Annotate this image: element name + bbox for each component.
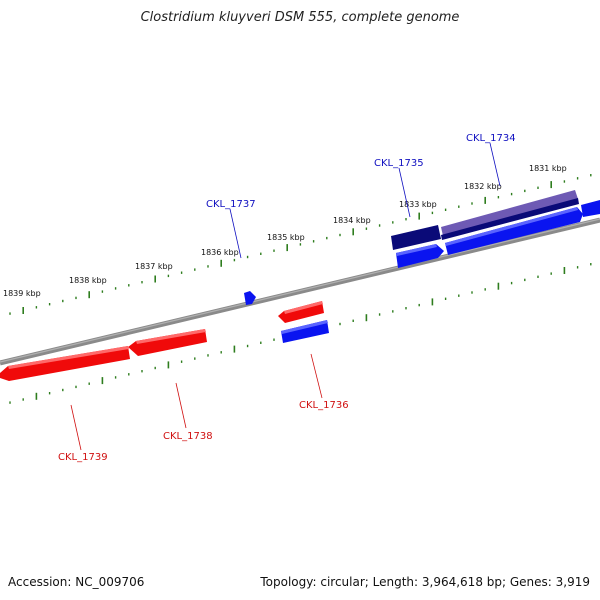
gene-CKL_1734-feature-lower[interactable] [445,207,583,255]
gene-labels: CKL_1734 CKL_1735 CKL_1737 CKL_1736 CKL_… [58,133,516,463]
leader-CKL_1738 [175,382,187,429]
leader-CKL_1734 [489,142,501,187]
kbp-label-1838: 1838 kbp [69,276,107,285]
page-title: Clostridium kluyveri DSM 555, complete g… [140,10,460,25]
forward-genes [244,190,600,343]
gene-CKL_1735-feature-upper[interactable] [391,225,441,250]
gene-CKL_1736-feature-upper[interactable] [278,301,324,323]
genome-backbone [0,217,600,366]
kbp-label-1835: 1835 kbp [267,233,305,242]
kbp-label-1839: 1839 kbp [3,289,41,298]
leader-CKL_1736 [310,353,323,399]
gene-right-edge-feature[interactable] [581,200,600,217]
gene-CKL_1738-feature[interactable] [128,329,207,356]
reverse-genes [0,301,324,381]
gene-label-CKL_1739[interactable]: CKL_1739 [58,452,108,463]
leader-CKL_1739 [70,404,82,451]
gene-CKL_1735-feature-lower[interactable] [396,244,444,268]
gene-CKL_1736-feature-lower[interactable] [281,320,329,343]
leader-CKL_1735 [398,167,411,218]
kbp-label-1837: 1837 kbp [135,262,173,271]
gene-CKL_1734-feature-upper[interactable] [441,190,579,240]
gene-CKL_1737-feature[interactable] [244,291,256,305]
gene-label-CKL_1734[interactable]: CKL_1734 [466,133,516,144]
gene-label-CKL_1736[interactable]: CKL_1736 [299,400,349,411]
upper-tick-track [9,174,592,315]
kbp-label-1833: 1833 kbp [399,200,437,209]
kbp-label-1834: 1834 kbp [333,216,371,225]
kbp-label-1832: 1832 kbp [464,182,502,191]
gene-label-CKL_1735[interactable]: CKL_1735 [374,158,424,169]
accession-label: Accession: NC_009706 [8,575,145,589]
gene-label-CKL_1738[interactable]: CKL_1738 [163,431,213,442]
gene-CKL_1739-feature[interactable] [0,346,130,381]
tick-tracks [9,174,592,404]
kbp-label-1836: 1836 kbp [201,248,239,257]
label-leader-lines [70,142,501,451]
kbp-labels: 1831 kbp 1832 kbp 1833 kbp 1834 kbp 1835… [3,164,567,298]
topology-label: Topology: circular; Length: 3,964,618 bp… [260,575,590,589]
leader-CKL_1737 [229,208,242,259]
gene-label-CKL_1737[interactable]: CKL_1737 [206,199,256,210]
kbp-label-1831: 1831 kbp [529,164,567,173]
